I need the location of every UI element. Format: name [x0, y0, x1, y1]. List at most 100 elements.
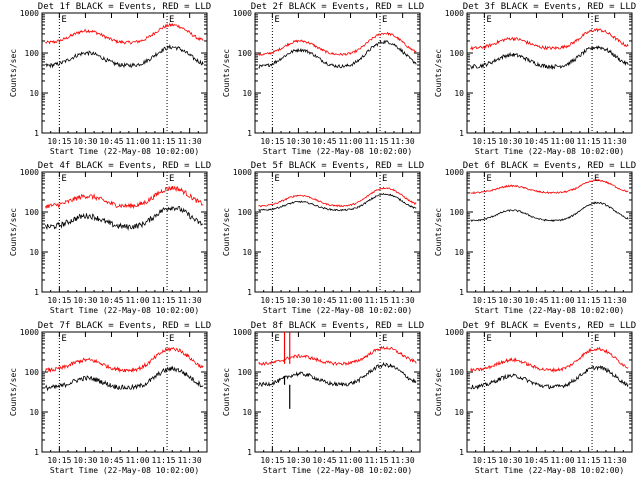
x-tick-label: 11:00 — [550, 137, 574, 146]
y-tick-label: 1000 — [20, 9, 39, 18]
y-axis-label: Counts/sec — [434, 208, 443, 256]
y-tick-label: 1 — [459, 288, 464, 297]
panel-title: Det 8f BLACK = Events, RED = LLD — [251, 321, 424, 331]
panel-title: Det 3f BLACK = Events, RED = LLD — [463, 2, 636, 12]
x-tick-label: 10:45 — [312, 456, 336, 465]
events-series-line — [45, 365, 204, 392]
x-tick-label: 11:30 — [391, 456, 415, 465]
y-tick-label: 1000 — [445, 9, 464, 18]
y-axis-label: Counts/sec — [222, 49, 231, 97]
y-axis-label: Counts/sec — [9, 49, 18, 97]
x-tick-label: 10:30 — [286, 296, 310, 305]
x-axis-label: Start Time (22-May-08 10:02:00) — [475, 466, 624, 475]
x-tick-label: 10:15 — [47, 456, 71, 465]
y-tick-label: 1000 — [233, 168, 252, 177]
event-marker-label: E — [594, 174, 599, 184]
y-tick-label: 1000 — [20, 168, 39, 177]
x-tick-label: 11:00 — [550, 296, 574, 305]
x-tick-label: 11:15 — [577, 456, 601, 465]
x-axis-label: Start Time (22-May-08 10:02:00) — [263, 306, 412, 315]
event-marker-label: E — [169, 334, 174, 344]
y-tick-label: 100 — [450, 208, 465, 217]
plot-frame — [41, 331, 208, 453]
x-tick-label: 10:30 — [73, 456, 97, 465]
y-axis-label: Counts/sec — [9, 368, 18, 416]
x-tick-label: 10:45 — [524, 137, 548, 146]
y-axis-label: Counts/sec — [434, 49, 443, 97]
y-tick-label: 10 — [242, 248, 252, 257]
x-tick-label: 10:15 — [260, 456, 284, 465]
x-tick-label: 10:30 — [498, 296, 522, 305]
detector-panel-9: Det 9f BLACK = Events, RED = LLD 1 10 100 10… — [434, 321, 636, 475]
x-tick-label: 10:45 — [312, 137, 336, 146]
x-tick-label: 10:15 — [47, 137, 71, 146]
x-tick-label: 11:00 — [550, 456, 574, 465]
x-tick-label: 11:00 — [338, 456, 362, 465]
event-marker-label: E — [382, 174, 387, 184]
y-axis-label: Counts/sec — [9, 208, 18, 256]
x-tick-label: 11:30 — [391, 137, 415, 146]
x-tick-label: 11:30 — [178, 456, 202, 465]
x-tick-label: 11:15 — [365, 456, 389, 465]
x-tick-label: 11:00 — [125, 456, 149, 465]
x-tick-label: 10:15 — [472, 137, 496, 146]
lld-series-line — [45, 185, 204, 210]
events-series-line — [258, 39, 417, 69]
panel-title: Det 7f BLACK = Events, RED = LLD — [38, 321, 211, 331]
y-tick-label: 10 — [454, 248, 464, 257]
y-tick-label: 1 — [247, 129, 252, 138]
plot-frame — [466, 331, 633, 453]
x-tick-label: 11:15 — [152, 296, 176, 305]
x-tick-label: 10:15 — [260, 296, 284, 305]
y-tick-label: 100 — [25, 368, 40, 377]
detector-panel-1: Det 1f BLACK = Events, RED = LLD 1 10 100 10… — [9, 2, 211, 156]
events-series-line — [470, 365, 629, 390]
lld-series-line — [470, 346, 629, 374]
x-tick-label: 10:30 — [498, 137, 522, 146]
x-tick-label: 11:00 — [125, 296, 149, 305]
detector-panel-2: Det 2f BLACK = Events, RED = LLD 1 10 100 10… — [222, 2, 424, 156]
x-tick-label: 11:15 — [365, 296, 389, 305]
detector-panel-4: Det 4f BLACK = Events, RED = LLD 1 10 100 10… — [9, 161, 211, 315]
x-tick-label: 10:45 — [312, 296, 336, 305]
event-marker-label: E — [486, 334, 491, 344]
y-tick-label: 100 — [238, 208, 253, 217]
event-marker-label: E — [274, 174, 279, 184]
plot-frame — [254, 171, 421, 293]
x-tick-label: 10:45 — [99, 137, 123, 146]
x-axis-label: Start Time (22-May-08 10:02:00) — [475, 306, 624, 315]
detector-panel-7: Det 7f BLACK = Events, RED = LLD 1 10 100 10… — [9, 321, 211, 475]
y-axis-label: Counts/sec — [222, 208, 231, 256]
y-tick-label: 100 — [238, 368, 253, 377]
x-tick-label: 10:30 — [286, 456, 310, 465]
x-tick-label: 10:45 — [524, 296, 548, 305]
x-tick-label: 10:30 — [498, 456, 522, 465]
x-tick-label: 10:45 — [524, 456, 548, 465]
lld-series-line — [45, 346, 204, 374]
detector-panel-5: Det 5f BLACK = Events, RED = LLD 1 10 100 10… — [222, 161, 424, 315]
event-marker-label: E — [61, 334, 66, 344]
events-series-line — [258, 192, 417, 212]
lld-series-line — [258, 345, 417, 366]
x-tick-label: 11:15 — [577, 137, 601, 146]
events-series-line — [45, 44, 204, 69]
event-marker-label: E — [486, 15, 491, 25]
y-axis-label: Counts/sec — [434, 368, 443, 416]
y-tick-label: 10 — [242, 89, 252, 98]
y-tick-label: 100 — [450, 368, 465, 377]
x-axis-label: Start Time (22-May-08 10:02:00) — [50, 147, 199, 156]
x-tick-label: 11:15 — [577, 296, 601, 305]
detector-panel-6: Det 6f BLACK = Events, RED = LLD 1 10 100 10… — [434, 161, 636, 315]
x-tick-label: 11:30 — [603, 137, 627, 146]
y-tick-label: 10 — [454, 89, 464, 98]
plot-frame — [254, 12, 421, 134]
y-tick-label: 10 — [29, 408, 39, 417]
event-marker-label: E — [61, 15, 66, 25]
x-tick-label: 11:15 — [152, 137, 176, 146]
y-tick-label: 100 — [238, 49, 253, 58]
x-axis-label: Start Time (22-May-08 10:02:00) — [263, 147, 412, 156]
event-marker-label: E — [274, 334, 279, 344]
y-tick-label: 1 — [247, 448, 252, 457]
y-tick-label: 1 — [459, 129, 464, 138]
